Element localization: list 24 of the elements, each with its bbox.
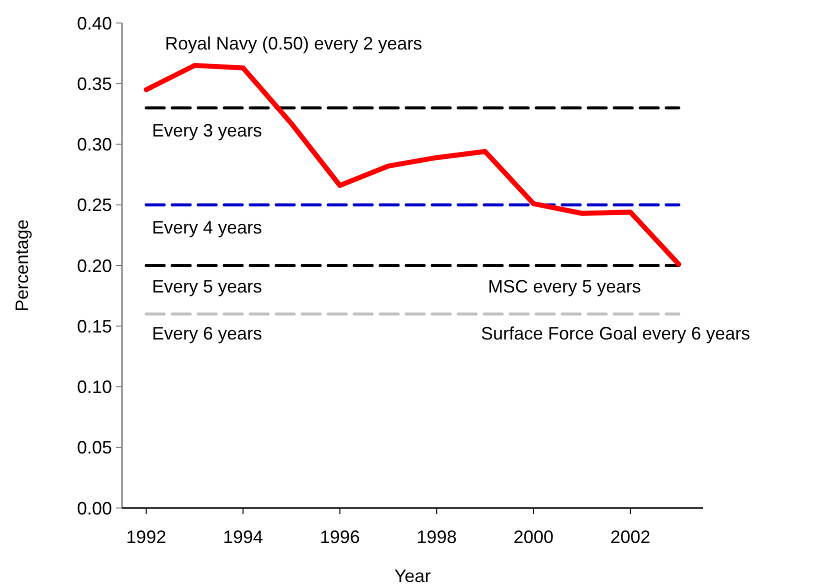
x-tick-label: 2002	[610, 527, 650, 547]
x-tick-label: 1998	[416, 527, 457, 547]
y-tick-label: 0.35	[76, 74, 112, 94]
y-tick-label: 0.40	[76, 13, 112, 34]
annotation: Every 6 years	[152, 323, 262, 344]
x-tick-label: 1994	[223, 527, 264, 547]
annotation: Every 5 years	[152, 276, 262, 296]
y-tick-label: 0.10	[76, 377, 112, 398]
y-tick-label: 0.05	[76, 438, 112, 458]
x-tick-label: 2000	[514, 527, 554, 547]
annotation: MSC every 5 years	[488, 276, 642, 296]
annotation: Every 4 years	[152, 217, 262, 238]
annotation: Royal Navy (0.50) every 2 years	[165, 33, 422, 54]
y-tick-label: 0.20	[76, 256, 112, 276]
y-axis-title: Percentage	[12, 219, 32, 312]
annotation: Every 3 years	[152, 120, 262, 140]
x-tick-label: 1992	[126, 527, 166, 547]
y-tick-label: 0.30	[76, 134, 112, 155]
y-tick-label: 0.15	[76, 316, 112, 336]
y-tick-label: 0.00	[76, 498, 112, 518]
x-axis-title: Year	[394, 566, 431, 586]
y-tick-label: 0.25	[76, 195, 112, 216]
x-tick-label: 1996	[320, 527, 360, 547]
annotation: Surface Force Goal every 6 years	[481, 323, 750, 344]
